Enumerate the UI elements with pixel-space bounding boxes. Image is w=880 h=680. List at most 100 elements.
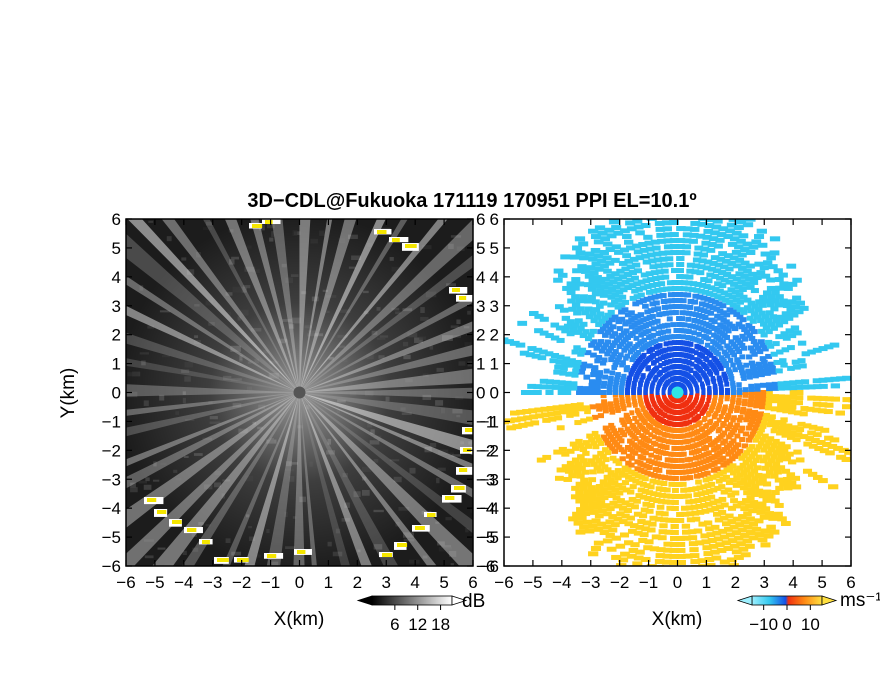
velocity-gate <box>700 308 708 314</box>
velocity-gate <box>756 414 764 420</box>
reflectivity-speckle <box>441 545 452 548</box>
velocity-gate <box>670 322 677 328</box>
velocity-gate <box>793 410 802 416</box>
velocity-gate <box>658 369 663 375</box>
velocity-gate <box>680 286 688 292</box>
velocity-gate <box>777 403 785 409</box>
velocity-gate <box>795 395 804 401</box>
velocity-gate <box>806 406 815 412</box>
velocity-gate <box>533 384 542 390</box>
velocity-gate <box>653 281 661 287</box>
colorbar-tick-label: 0 <box>782 615 791 634</box>
velocity-gate <box>782 335 791 341</box>
velocity-gate <box>709 474 717 480</box>
velocity-gate <box>738 367 745 373</box>
velocity-gate <box>655 226 666 232</box>
velocity-gate <box>739 370 746 376</box>
velocity-gate <box>681 250 691 256</box>
velocity-gate <box>785 328 794 334</box>
velocity-gate <box>740 552 751 558</box>
velocity-gate <box>611 351 618 357</box>
velocity-gate <box>680 493 688 499</box>
velocity-gate <box>646 315 653 321</box>
velocity-gate <box>706 247 716 253</box>
velocity-gate <box>707 285 716 291</box>
reflectivity-colorbar-unit: dB <box>462 591 485 612</box>
velocity-gate <box>679 364 684 370</box>
y-tick-label: 5 <box>490 239 499 258</box>
velocity-gate <box>559 370 567 376</box>
velocity-gate <box>693 492 701 498</box>
velocity-gate <box>651 440 657 446</box>
velocity-gate <box>824 377 834 383</box>
velocity-gate <box>754 434 762 440</box>
velocity-gate <box>602 437 610 443</box>
velocity-gate <box>772 461 781 467</box>
velocity-gate <box>586 416 593 422</box>
velocity-gate <box>687 419 693 425</box>
velocity-gate <box>772 450 781 456</box>
velocity-gate <box>710 549 720 555</box>
velocity-gate <box>650 346 655 352</box>
velocity-gate <box>757 411 765 417</box>
velocity-gate <box>743 362 750 368</box>
y-tick-label-right: −1 <box>476 412 495 431</box>
velocity-gate <box>586 433 594 439</box>
velocity-gate <box>706 303 713 309</box>
velocity-gate <box>650 288 658 294</box>
velocity-gate <box>748 244 759 250</box>
velocity-gate <box>598 318 606 324</box>
velocity-gate <box>602 447 609 453</box>
velocity-gate <box>747 434 755 440</box>
reflectivity-ray <box>299 219 386 393</box>
velocity-gate <box>748 454 756 460</box>
velocity-gate <box>582 462 591 468</box>
velocity-gate <box>772 424 780 430</box>
velocity-gate <box>836 454 847 460</box>
velocity-colorbar-unit: ms⁻¹ <box>840 590 880 611</box>
reflectivity-ray <box>222 392 300 566</box>
velocity-gate <box>612 495 621 501</box>
velocity-gate <box>756 228 767 234</box>
reflectivity-ray <box>126 305 300 393</box>
velocity-gate <box>686 475 694 481</box>
velocity-gate <box>682 232 693 238</box>
velocity-gate <box>635 286 643 292</box>
velocity-gate <box>705 412 711 418</box>
velocity-gate <box>660 425 666 431</box>
velocity-gate <box>734 337 742 343</box>
velocity-gate <box>624 540 634 546</box>
velocity-gate <box>724 381 730 387</box>
velocity-gate <box>609 354 616 360</box>
velocity-gate <box>780 362 788 368</box>
x-tick-label: −3 <box>581 573 600 592</box>
velocity-gate <box>648 432 654 438</box>
reflectivity-echo-peak <box>459 296 467 300</box>
velocity-gate <box>783 385 792 391</box>
velocity-gate <box>604 339 612 345</box>
velocity-gate <box>677 358 682 364</box>
velocity-gate <box>671 334 677 340</box>
velocity-gate <box>736 448 744 454</box>
velocity-gate <box>789 394 798 400</box>
velocity-gate <box>789 390 798 395</box>
velocity-gate <box>731 549 742 555</box>
reflectivity-speckle <box>450 563 454 566</box>
velocity-gate <box>703 259 713 265</box>
reflectivity-speckle <box>421 245 432 250</box>
velocity-gate <box>551 384 560 390</box>
velocity-gate <box>767 458 776 464</box>
reflectivity-speckle <box>446 283 457 287</box>
reflectivity-ray <box>299 368 473 393</box>
velocity-gate <box>656 232 666 238</box>
velocity-gate <box>791 475 801 481</box>
velocity-gate <box>627 375 633 381</box>
velocity-gate <box>756 509 766 515</box>
velocity-gate <box>593 314 602 320</box>
velocity-gate <box>593 345 601 351</box>
velocity-gate <box>697 491 705 497</box>
velocity-gate <box>734 357 740 363</box>
velocity-gate <box>689 553 700 559</box>
velocity-gate <box>700 502 708 508</box>
velocity-gate <box>748 444 756 450</box>
